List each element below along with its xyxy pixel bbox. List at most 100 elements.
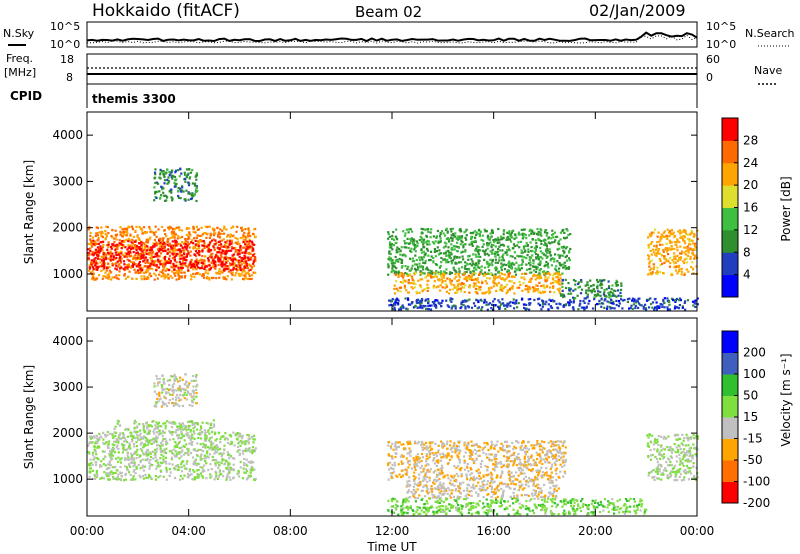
range-cell (674, 243, 677, 247)
range-cell (464, 230, 467, 233)
range-cell (196, 423, 199, 426)
range-cell (155, 437, 158, 440)
range-cell (200, 266, 204, 270)
range-cell (676, 249, 679, 252)
range-cell (142, 477, 146, 480)
range-cell (551, 229, 554, 232)
range-cell (507, 272, 511, 276)
range-cell (564, 247, 567, 250)
range-cell (177, 468, 180, 471)
range-cell (232, 247, 235, 250)
range-cell (229, 455, 233, 458)
range-cell (539, 274, 542, 277)
range-cell (110, 470, 113, 473)
range-cell (149, 424, 152, 427)
range-cell (483, 253, 487, 256)
range-cell (505, 283, 509, 286)
range-cell (535, 242, 538, 245)
range-cell (127, 244, 130, 247)
range-cell (248, 435, 251, 438)
range-cell (415, 240, 418, 243)
range-cell (183, 252, 186, 255)
range-cell (457, 235, 460, 238)
range-cell (663, 306, 666, 309)
range-cell (91, 441, 94, 444)
range-cell (179, 474, 182, 477)
range-cell (141, 229, 144, 232)
range-cell (130, 457, 133, 460)
range-cell (545, 245, 548, 248)
range-cell (158, 429, 161, 432)
range-cell (133, 463, 136, 467)
range-cell (106, 251, 110, 254)
range-cell (398, 308, 401, 311)
range-cell (117, 447, 120, 451)
range-cell (196, 475, 199, 478)
range-cell (651, 248, 655, 251)
range-cell (426, 274, 429, 277)
range-cell (180, 263, 183, 266)
range-cell (487, 292, 491, 295)
range-cell (414, 267, 417, 270)
range-cell (207, 243, 210, 246)
range-cell (546, 284, 549, 287)
range-cell (130, 225, 134, 228)
range-cell (183, 474, 186, 477)
range-cell (184, 180, 187, 183)
range-cell (122, 231, 126, 234)
range-cell (114, 229, 117, 232)
range-cell (436, 246, 439, 249)
freq-left-tick-top: 18 (60, 53, 74, 66)
range-cell (170, 248, 173, 251)
range-cell (139, 454, 142, 457)
range-cell (244, 443, 247, 446)
range-cell (194, 250, 198, 253)
range-cell (102, 256, 105, 259)
range-cell (498, 241, 501, 244)
range-cell (116, 245, 119, 248)
range-cell (236, 237, 239, 240)
range-cell (88, 475, 91, 479)
range-cell (204, 460, 207, 463)
range-cell (240, 227, 243, 230)
range-cell (88, 266, 91, 269)
range-cell (513, 245, 516, 248)
range-cell (584, 291, 588, 295)
range-cell (204, 255, 207, 258)
range-cell (470, 258, 473, 261)
range-cell (691, 252, 694, 255)
range-cell (636, 300, 639, 303)
range-cell (173, 389, 176, 392)
range-cell (110, 458, 113, 461)
range-cell (411, 257, 414, 260)
range-cell (452, 266, 455, 269)
range-cell (234, 249, 237, 252)
range-cell (135, 277, 138, 280)
range-cell (404, 232, 407, 235)
range-cell (89, 271, 92, 274)
range-cell (131, 245, 134, 248)
range-cell (201, 421, 204, 424)
range-cell (244, 243, 247, 246)
range-cell (97, 242, 100, 245)
range-cell (146, 240, 149, 243)
range-cell (473, 282, 476, 285)
range-cell (626, 298, 630, 301)
range-cell (221, 459, 224, 462)
range-cell (98, 231, 101, 234)
range-cell (218, 470, 221, 473)
range-cell (254, 235, 257, 238)
range-cell (176, 468, 179, 471)
range-cell (142, 252, 145, 255)
range-cell (107, 478, 110, 481)
range-cell (509, 304, 512, 308)
range-cell (193, 275, 196, 278)
range-cell (113, 240, 116, 244)
range-cell (489, 250, 492, 253)
range-cell (173, 236, 176, 239)
range-cell (250, 469, 253, 472)
range-cell (144, 271, 147, 274)
range-cell (227, 461, 230, 464)
range-cell (208, 248, 211, 251)
range-cell (166, 243, 169, 246)
